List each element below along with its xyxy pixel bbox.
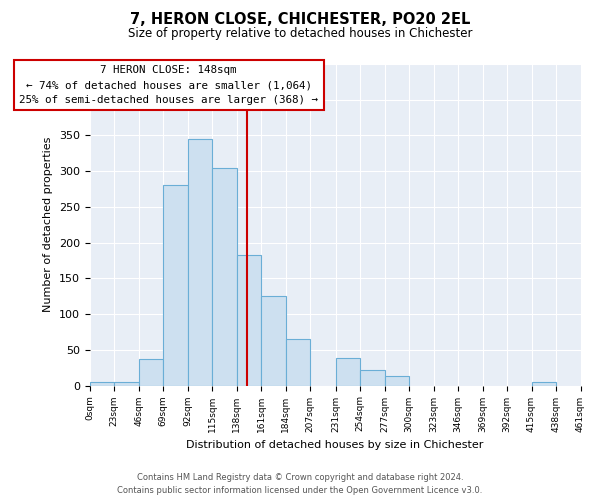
Bar: [237, 255, 261, 386]
Text: 7 HERON CLOSE: 148sqm
← 74% of detached houses are smaller (1,064)
25% of semi-d: 7 HERON CLOSE: 148sqm ← 74% of detached …: [19, 66, 318, 105]
Bar: [360, 370, 385, 386]
Bar: [115, 382, 139, 386]
Y-axis label: Number of detached properties: Number of detached properties: [43, 137, 53, 312]
Bar: [90, 382, 115, 386]
Bar: [139, 359, 163, 386]
Text: Contains HM Land Registry data © Crown copyright and database right 2024.
Contai: Contains HM Land Registry data © Crown c…: [118, 474, 482, 495]
Text: Size of property relative to detached houses in Chichester: Size of property relative to detached ho…: [128, 28, 472, 40]
X-axis label: Distribution of detached houses by size in Chichester: Distribution of detached houses by size …: [187, 440, 484, 450]
Bar: [261, 296, 286, 386]
Bar: [188, 139, 212, 386]
Bar: [286, 339, 310, 386]
Bar: [336, 358, 360, 386]
Bar: [532, 382, 556, 386]
Text: 7, HERON CLOSE, CHICHESTER, PO20 2EL: 7, HERON CLOSE, CHICHESTER, PO20 2EL: [130, 12, 470, 28]
Bar: [163, 186, 188, 386]
Bar: [385, 376, 409, 386]
Bar: [212, 168, 237, 386]
